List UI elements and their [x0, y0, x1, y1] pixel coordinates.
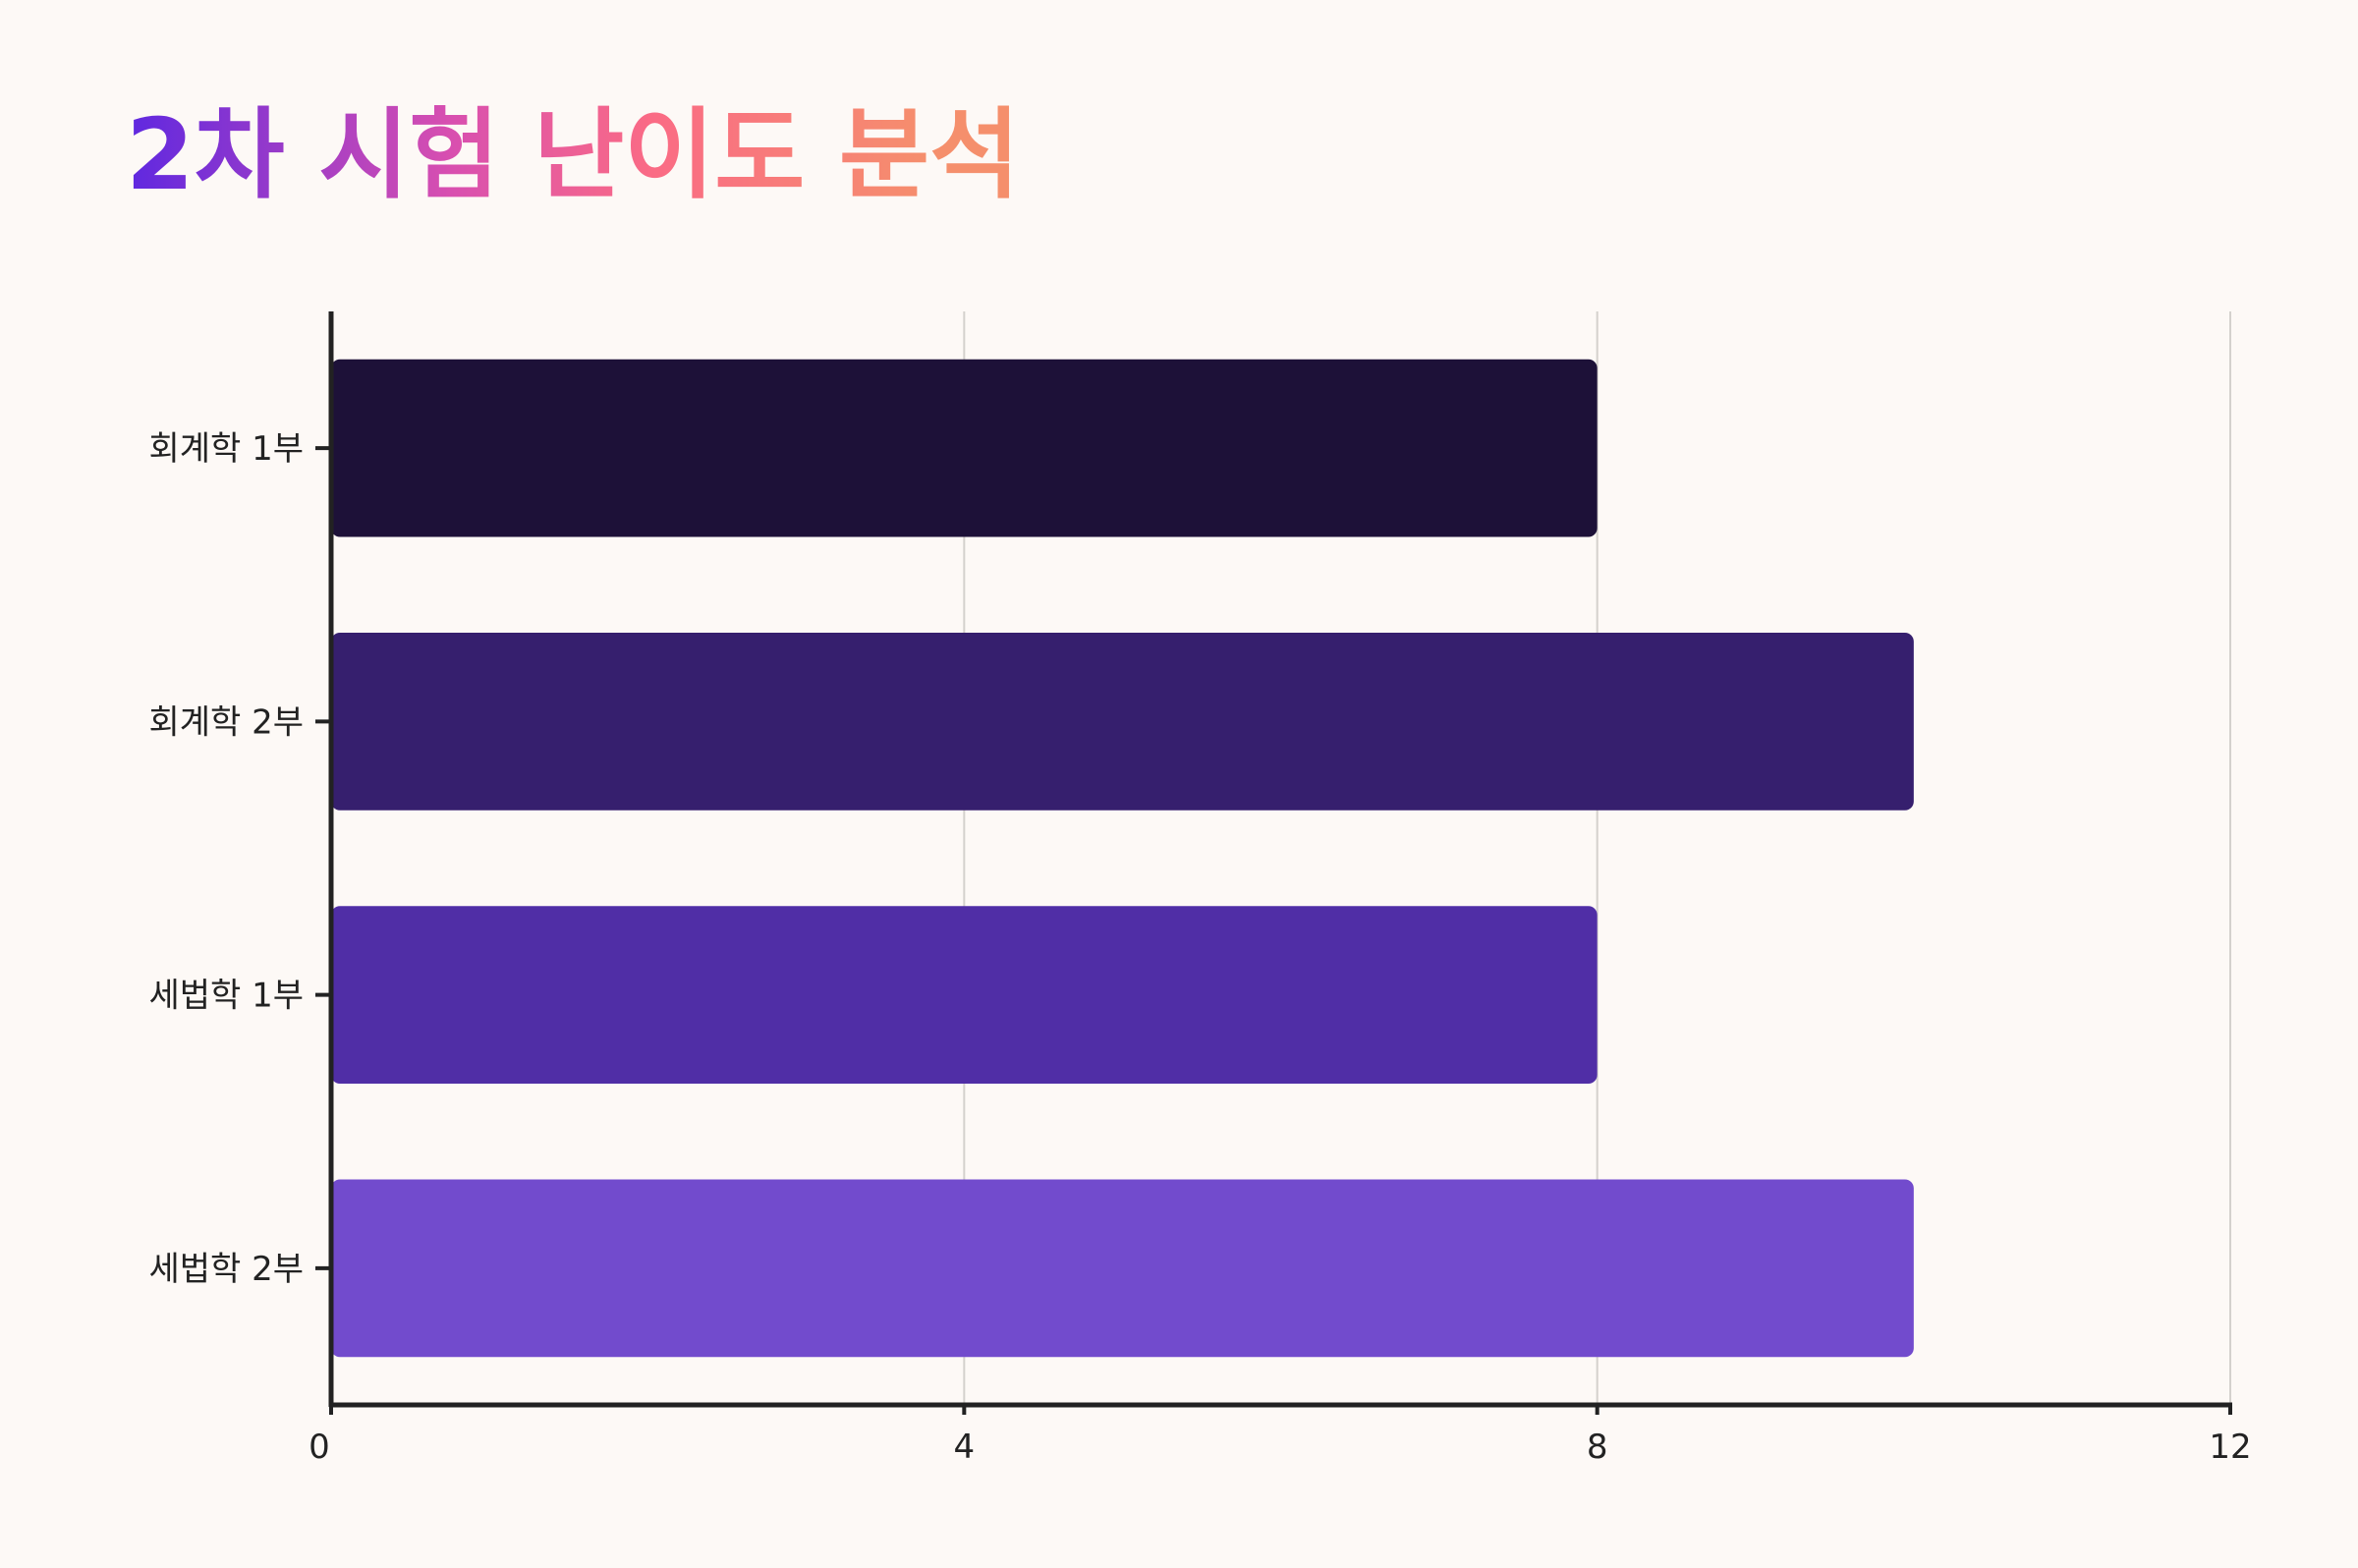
- y-tick-label: 회계학 1부: [148, 429, 304, 469]
- bar: [331, 359, 1598, 537]
- y-tick-label: 세법학 2부: [148, 1250, 304, 1289]
- bar: [331, 906, 1598, 1085]
- bar: [331, 632, 1914, 811]
- chart-title: 2차 시험 난이도 분석: [126, 97, 1020, 212]
- x-tick-label: 12: [2209, 1428, 2251, 1467]
- x-tick-label: 0: [309, 1428, 330, 1467]
- bars: [331, 359, 1914, 1358]
- y-tick-label: 세법학 1부: [148, 977, 304, 1016]
- x-tick-label: 8: [1587, 1428, 1608, 1467]
- y-tick-label: 회계학 2부: [148, 702, 304, 742]
- x-tick-label: 4: [954, 1428, 976, 1467]
- bar: [331, 1179, 1914, 1358]
